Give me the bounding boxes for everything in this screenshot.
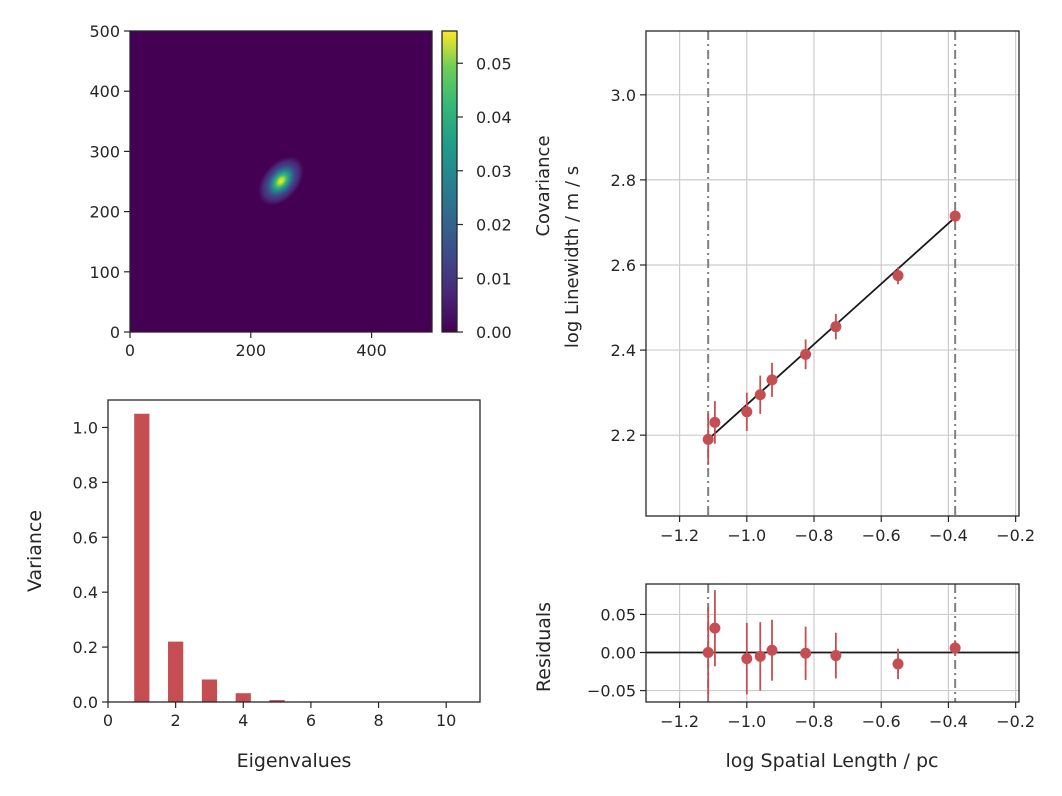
colorbar-tick-label: 0.05 [476, 54, 512, 73]
main-ylabel: log Linewidth / m / s [562, 166, 583, 348]
y-tick-label: −0.05 [587, 682, 636, 701]
data-point [702, 647, 714, 659]
covariance-heatmap-panel: 0 200 400 0 100 200 300 400 500 0.00 0.01 0.02 0.0… [89, 22, 554, 360]
heatmap-peak [258, 156, 304, 206]
residuals-ylabel: Residuals [533, 602, 555, 692]
heat-y-tick-label: 200 [89, 203, 120, 222]
x-tick-label: −0.2 [996, 526, 1035, 545]
eigenvalue-bar [201, 679, 218, 702]
data-point [754, 650, 766, 662]
data-point [800, 647, 812, 659]
data-point [800, 348, 812, 360]
y-tick-label: 2.8 [611, 171, 636, 190]
eigenvalue-bar [168, 641, 184, 702]
heat-y-tick-label: 400 [89, 82, 120, 101]
bar-x-tick-label: 2 [171, 711, 181, 730]
colorbar-tick-label: 0.02 [476, 216, 512, 235]
bar-frame [107, 399, 481, 703]
colorbar-tick-label: 0.00 [476, 323, 512, 342]
bar-xlabel: Eigenvalues [237, 750, 352, 772]
data-point [741, 406, 753, 418]
data-point [702, 433, 714, 445]
bar-y-tick-label: 0.2 [73, 638, 98, 657]
x-tick-label: −0.8 [795, 712, 834, 731]
y-tick-label: 2.2 [611, 426, 636, 445]
data-point [892, 270, 904, 282]
x-tick-label: −1.0 [727, 526, 766, 545]
data-point [766, 374, 778, 386]
heatmap-frame [129, 30, 433, 333]
x-tick-label: −0.6 [862, 526, 901, 545]
x-tick-label: −0.4 [929, 712, 968, 731]
residuals-xlabel: log Spatial Length / pc [726, 750, 939, 772]
bar-y-tick-label: 0.0 [73, 693, 98, 712]
y-tick-label: 0.05 [600, 605, 636, 624]
data-point [830, 321, 842, 333]
bar-y-tick-label: 0.4 [73, 583, 98, 602]
bar-y-tick-label: 0.8 [73, 473, 98, 492]
heat-y-tick-label: 100 [89, 263, 120, 282]
data-point [830, 650, 842, 662]
colorbar-tick-label: 0.01 [476, 269, 512, 288]
linewidth-scatter-panel: −1.2 −1.0 −0.8 −0.6 −0.4 −0.2 2.2 2.4 2.6 2.8 3.0… [562, 30, 1035, 545]
data-point [709, 622, 721, 634]
x-tick-label: −1.2 [660, 526, 699, 545]
x-tick-label: −0.8 [795, 526, 834, 545]
data-point [754, 389, 766, 401]
data-point [709, 416, 721, 428]
residuals-frame [645, 583, 1020, 703]
eigenvalue-bar [235, 693, 251, 702]
x-tick-label: −0.6 [862, 712, 901, 731]
x-tick-label: −0.2 [996, 712, 1035, 731]
x-tick-label: −0.4 [929, 526, 968, 545]
heat-x-tick-label: 400 [356, 341, 387, 360]
residuals-panel: −1.2 −1.0 −0.8 −0.6 −0.4 −0.2 −0.05 0.00 0.05 l… [533, 583, 1035, 772]
data-point [892, 658, 904, 670]
y-tick-label: 2.6 [611, 256, 636, 275]
bar-x-tick-label: 0 [103, 711, 113, 730]
bar-y-tick-label: 0.6 [73, 528, 98, 547]
bar-x-tick-label: 4 [238, 711, 248, 730]
y-tick-label: 3.0 [611, 86, 636, 105]
colorbar-tick-label: 0.03 [476, 162, 512, 181]
y-tick-label: 2.4 [611, 341, 636, 360]
bar-ylabel: Variance [24, 510, 46, 592]
data-point [741, 653, 753, 665]
x-tick-label: −1.2 [660, 712, 699, 731]
heat-y-tick-label: 500 [89, 22, 120, 41]
eigenvalue-bar [134, 413, 150, 702]
x-tick-label: −1.0 [727, 712, 766, 731]
y-tick-label: 0.00 [600, 644, 636, 663]
bar-x-tick-label: 8 [373, 711, 383, 730]
eigenvalue-bar [269, 700, 285, 702]
colorbar-tick-label: 0.04 [476, 108, 512, 127]
colorbar [441, 30, 458, 333]
data-point [766, 644, 778, 656]
heat-x-tick-label: 200 [236, 341, 267, 360]
heat-y-tick-label: 0 [110, 323, 120, 342]
data-point [949, 642, 961, 654]
bar-x-tick-label: 10 [436, 711, 456, 730]
heat-y-tick-label: 300 [89, 142, 120, 161]
bar-x-tick-label: 6 [306, 711, 316, 730]
bar-y-tick-label: 1.0 [73, 418, 98, 437]
heat-x-tick-label: 0 [125, 341, 135, 360]
data-point [949, 210, 961, 222]
main-frame [645, 30, 1020, 517]
heatmap-ylabel: Covariance [533, 135, 554, 236]
eigenvalue-bar-panel: 0 2 4 6 8 10 0.0 0.2 0.4 0.6 0.8 1.0 Eigenvalues V… [24, 399, 481, 772]
